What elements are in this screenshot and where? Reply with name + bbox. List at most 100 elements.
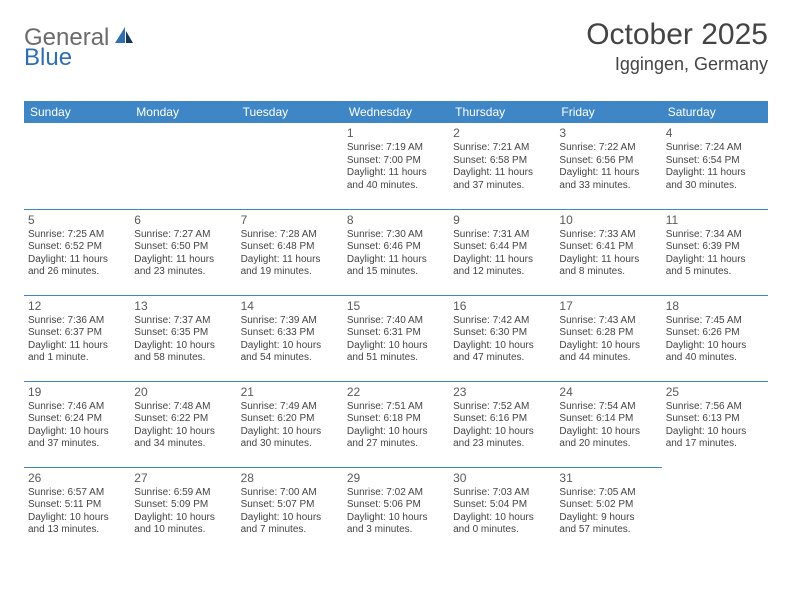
day-number: 16 [453,299,551,313]
day-number: 5 [28,213,126,227]
day-number: 13 [134,299,232,313]
daylight-text: and 17 minutes. [666,438,764,451]
sunset-text: Sunset: 6:24 PM [28,413,126,426]
sunset-text: Sunset: 6:22 PM [134,413,232,426]
daylight-text: Daylight: 10 hours [241,426,339,439]
dow-friday: Friday [555,101,661,123]
calendar-week: 19Sunrise: 7:46 AMSunset: 6:24 PMDayligh… [24,381,768,467]
sunrise-text: Sunrise: 7:24 AM [666,142,764,155]
sunrise-text: Sunrise: 7:46 AM [28,401,126,414]
sunrise-text: Sunrise: 7:56 AM [666,401,764,414]
daylight-text: and 27 minutes. [347,438,445,451]
sunset-text: Sunset: 6:33 PM [241,327,339,340]
sunset-text: Sunset: 6:26 PM [666,327,764,340]
calendar-day: 29Sunrise: 7:02 AMSunset: 5:06 PMDayligh… [343,467,449,553]
sunset-text: Sunset: 6:46 PM [347,241,445,254]
daylight-text: and 13 minutes. [28,524,126,537]
day-number: 15 [347,299,445,313]
calendar-day: 14Sunrise: 7:39 AMSunset: 6:33 PMDayligh… [237,295,343,381]
day-number: 24 [559,385,657,399]
calendar-week: 12Sunrise: 7:36 AMSunset: 6:37 PMDayligh… [24,295,768,381]
calendar-empty [24,123,130,209]
sunset-text: Sunset: 5:04 PM [453,499,551,512]
calendar-day: 6Sunrise: 7:27 AMSunset: 6:50 PMDaylight… [130,209,236,295]
sunset-text: Sunset: 6:56 PM [559,155,657,168]
day-number: 1 [347,126,445,140]
day-number: 27 [134,471,232,485]
sunrise-text: Sunrise: 7:43 AM [559,315,657,328]
calendar-day: 12Sunrise: 7:36 AMSunset: 6:37 PMDayligh… [24,295,130,381]
calendar-day: 19Sunrise: 7:46 AMSunset: 6:24 PMDayligh… [24,381,130,467]
calendar-day: 3Sunrise: 7:22 AMSunset: 6:56 PMDaylight… [555,123,661,209]
daylight-text: and 37 minutes. [453,180,551,193]
calendar-day: 7Sunrise: 7:28 AMSunset: 6:48 PMDaylight… [237,209,343,295]
calendar-day: 27Sunrise: 6:59 AMSunset: 5:09 PMDayligh… [130,467,236,553]
sunset-text: Sunset: 6:13 PM [666,413,764,426]
title-block: October 2025 Iggingen, Germany [586,18,768,75]
daylight-text: and 57 minutes. [559,524,657,537]
calendar-day: 22Sunrise: 7:51 AMSunset: 6:18 PMDayligh… [343,381,449,467]
sunrise-text: Sunrise: 7:28 AM [241,229,339,242]
sunrise-text: Sunrise: 7:40 AM [347,315,445,328]
header: General October 2025 Iggingen, Germany [24,18,768,75]
calendar-day: 8Sunrise: 7:30 AMSunset: 6:46 PMDaylight… [343,209,449,295]
sunset-text: Sunset: 6:41 PM [559,241,657,254]
day-number: 30 [453,471,551,485]
daylight-text: and 30 minutes. [241,438,339,451]
daylight-text: and 51 minutes. [347,352,445,365]
calendar-day: 21Sunrise: 7:49 AMSunset: 6:20 PMDayligh… [237,381,343,467]
calendar-day: 28Sunrise: 7:00 AMSunset: 5:07 PMDayligh… [237,467,343,553]
sunset-text: Sunset: 5:06 PM [347,499,445,512]
calendar-day: 24Sunrise: 7:54 AMSunset: 6:14 PMDayligh… [555,381,661,467]
sunset-text: Sunset: 6:37 PM [28,327,126,340]
logo-text-blue: Blue [24,44,72,71]
sunset-text: Sunset: 5:09 PM [134,499,232,512]
sunrise-text: Sunrise: 7:31 AM [453,229,551,242]
daylight-text: and 37 minutes. [28,438,126,451]
daylight-text: Daylight: 11 hours [666,254,764,267]
sunset-text: Sunset: 6:35 PM [134,327,232,340]
calendar-empty [237,123,343,209]
calendar-day: 25Sunrise: 7:56 AMSunset: 6:13 PMDayligh… [662,381,768,467]
logo-sail-icon [113,26,135,51]
day-number: 21 [241,385,339,399]
sunrise-text: Sunrise: 6:59 AM [134,487,232,500]
calendar-day: 30Sunrise: 7:03 AMSunset: 5:04 PMDayligh… [449,467,555,553]
daylight-text: Daylight: 11 hours [241,254,339,267]
day-number: 3 [559,126,657,140]
sunrise-text: Sunrise: 6:57 AM [28,487,126,500]
day-number: 18 [666,299,764,313]
sunrise-text: Sunrise: 7:00 AM [241,487,339,500]
day-number: 8 [347,213,445,227]
calendar-day: 18Sunrise: 7:45 AMSunset: 6:26 PMDayligh… [662,295,768,381]
day-number: 26 [28,471,126,485]
dow-monday: Monday [130,101,236,123]
day-number: 9 [453,213,551,227]
calendar-day: 10Sunrise: 7:33 AMSunset: 6:41 PMDayligh… [555,209,661,295]
location: Iggingen, Germany [586,54,768,75]
sunrise-text: Sunrise: 7:36 AM [28,315,126,328]
daylight-text: Daylight: 11 hours [347,167,445,180]
sunrise-text: Sunrise: 7:39 AM [241,315,339,328]
calendar-day: 11Sunrise: 7:34 AMSunset: 6:39 PMDayligh… [662,209,768,295]
day-number: 23 [453,385,551,399]
day-number: 20 [134,385,232,399]
daylight-text: Daylight: 10 hours [241,512,339,525]
sunset-text: Sunset: 6:30 PM [453,327,551,340]
daylight-text: Daylight: 10 hours [559,426,657,439]
sunrise-text: Sunrise: 7:25 AM [28,229,126,242]
sunrise-text: Sunrise: 7:42 AM [453,315,551,328]
calendar-day: 26Sunrise: 6:57 AMSunset: 5:11 PMDayligh… [24,467,130,553]
daylight-text: Daylight: 10 hours [134,426,232,439]
daylight-text: and 10 minutes. [134,524,232,537]
dow-row: Sunday Monday Tuesday Wednesday Thursday… [24,101,768,123]
sunset-text: Sunset: 6:28 PM [559,327,657,340]
sunset-text: Sunset: 6:50 PM [134,241,232,254]
sunrise-text: Sunrise: 7:37 AM [134,315,232,328]
daylight-text: and 20 minutes. [559,438,657,451]
calendar-week: 1Sunrise: 7:19 AMSunset: 7:00 PMDaylight… [24,123,768,209]
daylight-text: Daylight: 11 hours [347,254,445,267]
sunrise-text: Sunrise: 7:49 AM [241,401,339,414]
day-number: 12 [28,299,126,313]
daylight-text: and 40 minutes. [347,180,445,193]
